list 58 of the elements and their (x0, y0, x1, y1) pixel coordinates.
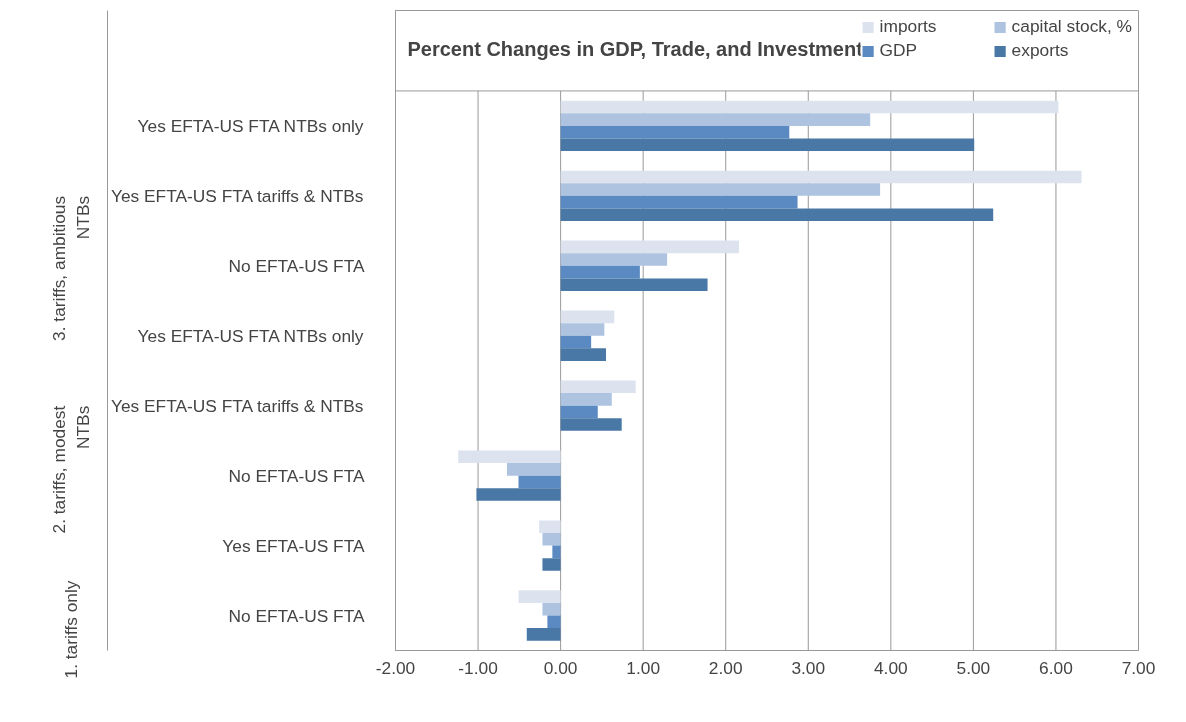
bar (552, 545, 561, 559)
bar (560, 393, 612, 406)
bar (539, 520, 561, 533)
bar (560, 113, 871, 126)
y-tick-label: Yes EFTA-US FTA tariffs & NTBs (110, 395, 364, 416)
text: 3. tariffs, ambitious NTBs (49, 195, 94, 341)
bar (526, 628, 561, 641)
bar (560, 278, 708, 291)
bar (518, 475, 561, 489)
x-tick-label: 5.00 (956, 657, 991, 678)
text: 2. tariffs, modest NTBs (49, 405, 94, 534)
y-tick-label: Yes EFTA-US FTA NTBs only (137, 115, 364, 136)
bar (476, 488, 561, 501)
legend-label: imports (879, 16, 938, 37)
bar (560, 418, 622, 431)
y-tick-label: Yes EFTA-US FTA (222, 535, 365, 556)
y-tick-label: No EFTA-US FTA (228, 465, 365, 486)
bar (560, 208, 994, 222)
bar (542, 602, 561, 616)
bar (542, 532, 561, 546)
bar (560, 240, 739, 254)
bar (560, 125, 790, 139)
text: 1. tariffs only (61, 580, 82, 679)
bar (560, 348, 607, 361)
bar (560, 310, 615, 324)
x-tick-label: 2.00 (708, 657, 743, 678)
y-tick-label: No EFTA-US FTA (228, 255, 365, 276)
bar (560, 100, 1059, 114)
bar (560, 183, 881, 196)
chart-title: Percent Changes in GDP, Trade, and Investment (407, 37, 864, 60)
y-tick-label: No EFTA-US FTA (228, 605, 365, 626)
legend-label: capital stock, % (1011, 16, 1132, 37)
x-tick-label: 1.00 (626, 657, 661, 678)
x-tick-label: 4.00 (873, 657, 908, 678)
bar (547, 615, 561, 629)
bar (542, 558, 561, 571)
x-tick-label: 0.00 (543, 657, 578, 678)
bar (518, 590, 561, 603)
y-tick-label: Yes EFTA-US FTA NTBs only (137, 325, 364, 346)
x-tick-label: -2.00 (375, 657, 416, 678)
bar (560, 265, 640, 279)
x-tick-label: 6.00 (1039, 657, 1073, 678)
bar (560, 405, 598, 419)
bar (506, 463, 561, 476)
bar (560, 138, 975, 152)
bar (560, 335, 592, 349)
bar (560, 323, 605, 336)
bar (458, 450, 561, 464)
bar (560, 170, 1082, 184)
x-tick-label: 7.00 (1121, 657, 1156, 678)
y-tick-label: Yes EFTA-US FTA tariffs & NTBs (110, 185, 364, 206)
x-tick-label: -1.00 (458, 657, 498, 678)
bar (560, 380, 636, 394)
legend-label: exports (1011, 40, 1070, 61)
legend-label: GDP (879, 40, 919, 61)
x-tick-label: 3.00 (791, 657, 826, 678)
bar (560, 253, 668, 266)
bar (560, 195, 798, 209)
